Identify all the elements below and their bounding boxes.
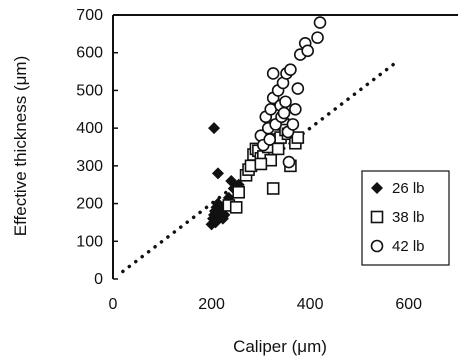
data-point [289, 102, 302, 116]
data-point [291, 82, 305, 95]
data-point [301, 44, 314, 58]
legend-label: 42 lb [392, 238, 425, 255]
y-tick-label: 100 [76, 233, 103, 250]
reference-line-path [121, 58, 401, 274]
y-tick-label: 700 [76, 7, 103, 24]
data-point [232, 185, 245, 199]
legend-marker [370, 239, 384, 253]
y-tick-label: 400 [76, 120, 103, 137]
series-26-lb [205, 122, 245, 231]
data-point [208, 122, 221, 135]
reference-line [121, 58, 401, 274]
y-tick-label: 300 [76, 158, 103, 175]
x-tick-label: 200 [198, 296, 225, 313]
data-point [284, 63, 297, 76]
legend-label: 26 lb [392, 180, 425, 197]
data-point [271, 142, 285, 156]
data-point [311, 31, 324, 44]
data-points [205, 16, 327, 231]
data-point [277, 106, 291, 120]
x-tick-label: 0 [109, 296, 118, 313]
data-point [211, 167, 224, 180]
y-axis-label: Effective thickness (μm) [11, 56, 30, 236]
series-42-lb [254, 16, 327, 169]
data-point [286, 118, 300, 131]
data-point [266, 182, 280, 195]
data-point [266, 67, 280, 80]
y-tick-label: 500 [76, 82, 103, 99]
data-point [279, 95, 292, 109]
x-axis-label: Caliper (μm) [233, 337, 327, 356]
data-point [254, 157, 268, 171]
data-point [209, 216, 222, 229]
data-point [291, 131, 305, 144]
data-point [229, 201, 243, 214]
data-point [282, 155, 296, 169]
y-tick-label: 200 [76, 196, 103, 213]
legend: 26 lb 38 lb 42 lb [361, 170, 450, 266]
x-tick-label: 400 [297, 296, 324, 313]
x-tick-label: 600 [395, 296, 422, 313]
plot-area [112, 14, 458, 279]
y-tick-label: 600 [76, 45, 103, 62]
data-point [263, 133, 277, 146]
y-tick-label: 0 [94, 271, 103, 288]
axis-ticks: 0 100 200 300 400 500 600 700 0 200 400 600 [76, 7, 422, 313]
data-point [218, 208, 231, 221]
legend-label: 38 lb [392, 209, 425, 226]
legend-marker [370, 210, 384, 224]
legend-marker [371, 182, 383, 194]
data-point [313, 16, 327, 29]
